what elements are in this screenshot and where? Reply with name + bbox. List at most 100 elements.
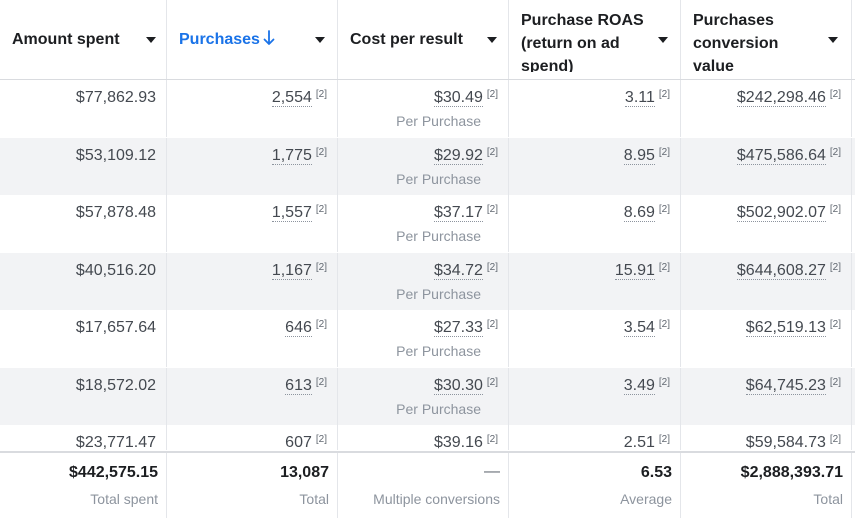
footnote-marker[interactable]: [2] — [829, 146, 841, 158]
footnote-marker[interactable]: [2] — [315, 376, 327, 388]
cost-link[interactable]: $27.33 — [433, 319, 483, 337]
roas-link[interactable]: 3.11 — [624, 89, 655, 107]
purchases-link[interactable]: 1,775 — [271, 146, 312, 165]
footnote-marker[interactable]: [2] — [829, 89, 841, 100]
footnote-marker[interactable]: [2] — [315, 146, 327, 158]
column-header-purchases[interactable]: Purchases — [167, 0, 338, 79]
cell-cost-per-result: $30.30 [2] Per Purchase — [338, 367, 509, 425]
table-row: $77,862.93 2,554 [2] $30.49 [2] Per Purchase 3… — [0, 80, 855, 137]
conversion-value-link[interactable]: $62,519.13 — [745, 319, 826, 337]
conversion-value: $242,298.46 [2] — [736, 88, 841, 110]
total-purchases: 13,087 Total — [167, 453, 338, 518]
footnote-marker[interactable]: [2] — [315, 434, 327, 445]
footnote-marker[interactable]: [2] — [658, 261, 670, 273]
footnote-marker[interactable]: [2] — [486, 261, 498, 273]
cell-purchases: 613 [2] — [167, 367, 338, 425]
roas-value: 2.51 [2] — [623, 433, 670, 450]
footnote-marker[interactable]: [2] — [486, 204, 498, 215]
table-header: Amount spent Purchases Cost per result P… — [0, 0, 855, 80]
footnote-marker[interactable]: [2] — [315, 319, 327, 330]
cost-subtitle: Per Purchase — [396, 343, 481, 359]
purchases-link[interactable]: 2,554 — [271, 89, 312, 107]
footnote-marker[interactable]: [2] — [829, 261, 841, 273]
footnote-marker[interactable]: [2] — [658, 204, 670, 215]
purchases-value: 1,775 [2] — [271, 146, 327, 168]
cost-subtitle: Per Purchase — [396, 228, 481, 244]
footnote-marker[interactable]: [2] — [315, 89, 327, 100]
footnote-marker[interactable]: [2] — [315, 204, 327, 215]
cost-link[interactable]: $34.72 — [433, 261, 483, 280]
footnote-marker[interactable]: [2] — [658, 319, 670, 330]
cell-purchases: 1,775 [2] — [167, 137, 338, 195]
roas-link[interactable]: 2.51 — [623, 434, 655, 450]
purchases-link[interactable]: 613 — [285, 376, 312, 395]
column-header-cost-per-result[interactable]: Cost per result — [338, 0, 509, 79]
total-label: Total spent — [90, 491, 158, 507]
conversion-value: $502,902.07 [2] — [736, 203, 841, 225]
column-header-label: Purchase ROAS (return on ad spend) — [521, 12, 644, 72]
conversion-value-link[interactable]: $502,902.07 — [736, 204, 826, 222]
column-header-amount-spent[interactable]: Amount spent — [0, 0, 167, 79]
footnote-marker[interactable]: [2] — [315, 261, 327, 273]
footnote-marker[interactable]: [2] — [829, 376, 841, 388]
footnote-marker[interactable]: [2] — [658, 146, 670, 158]
caret-down-icon[interactable] — [315, 37, 325, 43]
total-label: Total — [813, 491, 843, 507]
total-label: Average — [620, 491, 672, 507]
cost-link[interactable]: $39.16 — [433, 434, 483, 450]
cost-per-result-value: $34.72 [2] — [433, 261, 498, 283]
purchases-link[interactable]: 607 — [285, 434, 312, 450]
purchases-link[interactable]: 1,167 — [271, 261, 312, 280]
purchases-link[interactable]: 646 — [285, 319, 312, 337]
footnote-marker[interactable]: [2] — [486, 376, 498, 388]
caret-down-icon[interactable] — [658, 37, 668, 43]
footnote-marker[interactable]: [2] — [486, 434, 498, 445]
caret-down-icon[interactable] — [146, 37, 156, 43]
cell-conversion-value: $64,745.23 [2] — [681, 367, 852, 425]
footnote-marker[interactable]: [2] — [658, 89, 670, 100]
table-row: $40,516.20 1,167 [2] $34.72 [2] Per Purchase 1… — [0, 252, 855, 310]
conversion-value-link[interactable]: $242,298.46 — [736, 89, 826, 107]
purchases-link[interactable]: 1,557 — [271, 204, 312, 222]
cell-purchase-roas: 2.51 [2] — [509, 425, 681, 450]
cost-subtitle: Per Purchase — [396, 400, 481, 417]
cell-purchases: 1,557 [2] — [167, 195, 338, 252]
cell-conversion-value: $644,608.27 [2] — [681, 252, 852, 310]
caret-down-icon[interactable] — [487, 37, 497, 43]
conversion-value-link[interactable]: $59,584.73 — [745, 434, 826, 450]
column-header-purchase-roas[interactable]: Purchase ROAS (return on ad spend) — [509, 0, 681, 79]
footnote-marker[interactable]: [2] — [658, 434, 670, 445]
footnote-marker[interactable]: [2] — [829, 204, 841, 215]
roas-link[interactable]: 3.54 — [623, 319, 655, 337]
cell-amount-spent: $77,862.93 — [0, 80, 167, 137]
roas-link[interactable]: 15.91 — [614, 261, 655, 280]
conversion-value-link[interactable]: $64,745.23 — [745, 376, 826, 395]
total-cost-per-result: — Multiple conversions — [338, 453, 509, 518]
conversion-value-link[interactable]: $644,608.27 — [736, 261, 826, 280]
cost-link[interactable]: $30.30 — [433, 376, 483, 395]
roas-link[interactable]: 8.69 — [623, 204, 655, 222]
cell-purchase-roas: 3.54 [2] — [509, 310, 681, 367]
conversion-value-link[interactable]: $475,586.64 — [736, 146, 826, 165]
cell-conversion-value: $502,902.07 [2] — [681, 195, 852, 252]
footnote-marker[interactable]: [2] — [486, 89, 498, 100]
cell-amount-spent: $57,878.48 — [0, 195, 167, 252]
roas-link[interactable]: 8.95 — [623, 146, 655, 165]
conversion-value: $475,586.64 [2] — [736, 146, 841, 168]
cost-per-result-value: $37.17 [2] — [433, 203, 498, 225]
footnote-marker[interactable]: [2] — [486, 319, 498, 330]
cost-link[interactable]: $30.49 — [433, 89, 483, 107]
footnote-marker[interactable]: [2] — [829, 434, 841, 445]
footnote-marker[interactable]: [2] — [829, 319, 841, 330]
conversion-value: $62,519.13 [2] — [745, 318, 841, 340]
footnote-marker[interactable]: [2] — [658, 376, 670, 388]
column-header-purchases-conversion-value[interactable]: Purchases conversion value — [681, 0, 852, 79]
total-label: Multiple conversions — [373, 491, 500, 507]
footnote-marker[interactable]: [2] — [486, 146, 498, 158]
amount-spent-value: $77,862.93 — [75, 89, 156, 106]
cost-link[interactable]: $37.17 — [433, 204, 483, 222]
cost-link[interactable]: $29.92 — [433, 146, 483, 165]
caret-down-icon[interactable] — [828, 37, 838, 43]
cell-cost-per-result: $29.92 [2] Per Purchase — [338, 137, 509, 195]
roas-link[interactable]: 3.49 — [623, 376, 655, 395]
